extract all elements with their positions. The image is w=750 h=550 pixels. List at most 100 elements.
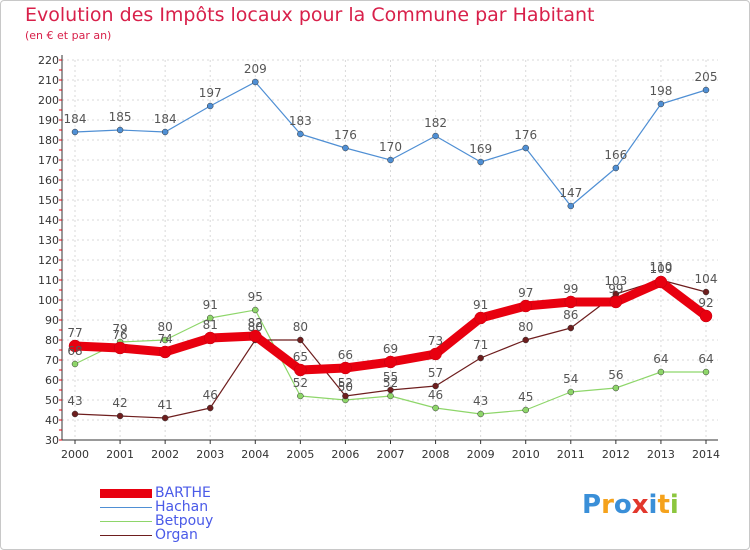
y-tick-label: 220: [38, 54, 59, 67]
data-point-betpouy: [702, 368, 710, 376]
y-tick-label: 30: [45, 434, 59, 447]
data-point-hachan: [252, 78, 259, 86]
data-point-hachan: [116, 126, 124, 134]
y-tick-label: 60: [45, 374, 59, 387]
data-point-betpouy: [477, 410, 484, 418]
data-label-hachan: 184: [64, 112, 87, 126]
y-tick-label: 190: [38, 114, 59, 127]
logo-letter: P: [582, 490, 602, 520]
y-tick-label: 180: [38, 134, 59, 147]
data-label-barthe: 109: [649, 262, 672, 276]
y-tick-label: 90: [45, 314, 59, 327]
logo-letter: r: [601, 490, 614, 520]
chart-title: Evolution des Impôts locaux pour la Comm…: [25, 4, 595, 26]
data-point-organ: [161, 414, 169, 422]
y-tick-label: 50: [45, 394, 59, 407]
data-label-betpouy: 52: [383, 376, 398, 390]
data-point-organ: [206, 404, 214, 412]
data-point-organ: [387, 386, 394, 394]
data-label-organ: 71: [473, 338, 488, 352]
data-point-barthe: [474, 311, 487, 325]
data-point-organ: [71, 410, 79, 418]
data-label-betpouy: 68: [67, 344, 82, 358]
data-label-hachan: 176: [334, 128, 357, 142]
data-label-hachan: 170: [379, 140, 402, 154]
data-label-betpouy: 91: [203, 298, 218, 312]
data-label-hachan: 198: [649, 84, 672, 98]
legend-swatch-organ: [100, 535, 152, 536]
proxiti-logo: Proxiti: [582, 490, 679, 520]
data-label-betpouy: 50: [338, 380, 353, 394]
data-label-barthe: 99: [608, 282, 623, 296]
data-point-hachan: [71, 128, 79, 136]
data-label-organ: 103: [604, 274, 627, 288]
data-point-organ: [297, 336, 304, 344]
data-label-betpouy: 64: [653, 352, 668, 366]
data-label-organ: 42: [112, 396, 127, 410]
data-label-barthe: 65: [293, 350, 308, 364]
data-label-barthe: 92: [698, 296, 713, 310]
data-label-organ: 86: [563, 308, 578, 322]
data-point-betpouy: [297, 392, 304, 400]
data-label-betpouy: 80: [158, 320, 173, 334]
data-point-betpouy: [252, 306, 259, 314]
x-tick-label: 2005: [286, 448, 314, 461]
data-point-barthe: [68, 339, 82, 353]
data-label-hachan: 184: [154, 112, 177, 126]
data-label-barthe: 99: [563, 282, 578, 296]
data-label-barthe: 82: [248, 316, 263, 330]
data-point-barthe: [294, 363, 307, 377]
y-tick-label: 110: [38, 274, 59, 287]
y-tick-label: 70: [45, 354, 59, 367]
x-tick-label: 2008: [422, 448, 450, 461]
y-tick-label: 130: [38, 234, 59, 247]
data-point-barthe: [654, 275, 668, 289]
data-point-organ: [702, 288, 710, 296]
data-point-hachan: [477, 158, 484, 166]
data-point-betpouy: [71, 360, 79, 368]
y-tick-label: 170: [38, 154, 59, 167]
x-tick-label: 2001: [106, 448, 134, 461]
y-tick-label: 200: [38, 94, 59, 107]
data-point-hachan: [612, 164, 620, 172]
data-label-barthe: 91: [473, 298, 488, 312]
data-point-betpouy: [432, 404, 439, 412]
data-label-barthe: 77: [67, 326, 82, 340]
data-label-organ: 43: [67, 394, 82, 408]
x-tick-label: 2010: [512, 448, 540, 461]
data-point-organ: [522, 336, 529, 344]
data-label-organ: 80: [518, 320, 533, 334]
logo-letter: o: [613, 490, 632, 520]
data-point-barthe: [203, 331, 217, 345]
legend-label-hachan: Hachan: [155, 499, 209, 515]
data-label-barthe: 97: [518, 286, 533, 300]
y-tick-label: 40: [45, 414, 59, 427]
data-label-hachan: 209: [244, 62, 267, 76]
y-tick-label: 140: [38, 214, 59, 227]
data-point-betpouy: [206, 314, 214, 322]
data-point-barthe: [609, 295, 623, 309]
y-tick-label: 80: [45, 334, 59, 347]
logo-letter: i: [648, 490, 658, 520]
data-label-betpouy: 52: [293, 376, 308, 390]
data-point-barthe: [249, 329, 262, 343]
legend-label-barthe: BARTHE: [155, 485, 211, 501]
data-label-betpouy: 46: [428, 388, 443, 402]
x-tick-label: 2003: [196, 448, 224, 461]
data-label-organ: 41: [158, 398, 173, 412]
y-tick-label: 160: [38, 174, 59, 187]
data-label-organ: 80: [293, 320, 308, 334]
data-label-organ: 80: [248, 320, 263, 334]
x-tick-label: 2011: [557, 448, 585, 461]
data-point-barthe: [158, 345, 172, 359]
data-label-hachan: 169: [469, 142, 492, 156]
logo-letter: t: [657, 490, 670, 520]
data-point-betpouy: [657, 368, 665, 376]
data-label-betpouy: 79: [112, 322, 127, 336]
x-tick-label: 2012: [602, 448, 630, 461]
data-point-barthe: [113, 341, 127, 355]
data-label-betpouy: 64: [698, 352, 713, 366]
data-label-hachan: 183: [289, 114, 312, 128]
x-tick-label: 2004: [241, 448, 269, 461]
axes: 3040506070809010011012013014015016017018…: [38, 54, 720, 461]
